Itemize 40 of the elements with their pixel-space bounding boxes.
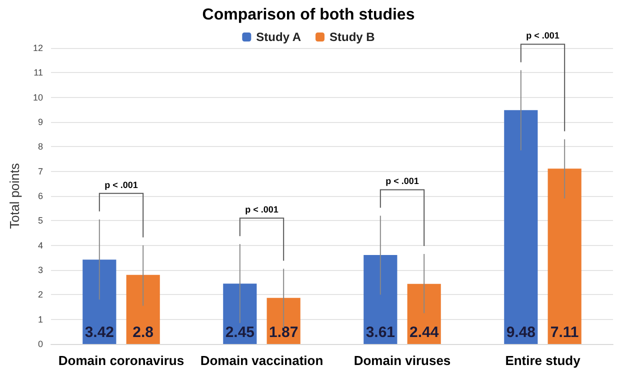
y-tick-label: 6 [38,191,43,201]
y-tick-label: 9 [38,117,43,127]
data-label: 2.44 [409,324,440,341]
bar [82,260,116,344]
x-tick-label: Domain vaccination [200,353,324,368]
y-tick-label: 5 [38,216,43,226]
y-tick-label: 2 [38,290,43,300]
data-label: 2.45 [225,324,255,341]
bar [504,110,538,344]
legend-label: Study A [256,30,302,44]
legend-label: Study B [330,30,376,44]
y-tick-label: 10 [32,92,43,102]
x-tick-label: Domain coronavirus [58,353,184,368]
annotation: p < .001 [245,204,278,215]
annotation: p < .001 [104,180,138,190]
y-tick-label: 3 [38,265,43,275]
y-tick-label: 8 [38,142,43,152]
x-tick-label: Entire study [505,353,582,368]
y-tick-label: 4 [38,240,43,250]
y-tick-label: 12 [32,43,43,53]
data-label: 9.48 [506,324,536,341]
chart-title: Comparison of both studies [202,6,415,24]
y-tick-label: 0 [38,339,43,349]
y-axis-title: Total points [7,162,22,229]
bar [407,284,441,344]
data-label: 7.11 [550,324,579,341]
text: p < .001 [526,30,560,41]
data-label: 2.8 [132,324,154,341]
x-tick-label: Domain viruses [354,353,451,368]
data-label: 3.61 [366,324,396,341]
bar [548,168,582,344]
y-tick-label: 11 [34,68,43,78]
data-label: 1.87 [268,324,298,341]
bar [223,284,257,344]
annotation: p < .001 [386,176,419,186]
y-tick-label: 1 [38,314,43,324]
bar [364,254,398,344]
bar [126,274,160,344]
y-tick-label: 7 [38,166,43,176]
data-label: 3.42 [84,324,114,341]
